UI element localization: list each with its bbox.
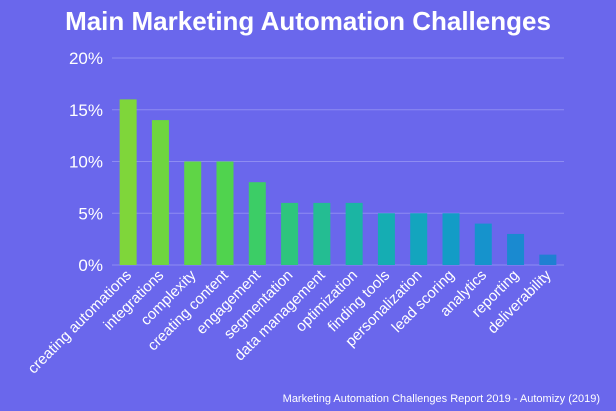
- bar: [507, 233, 525, 265]
- gridlines: [112, 57, 564, 266]
- bar: [248, 182, 266, 265]
- y-tick-label: 5%: [78, 204, 103, 223]
- bars: [119, 99, 557, 266]
- x-axis-labels: creating automationsintegrationscomplexi…: [24, 266, 555, 377]
- y-axis-ticks: 0% 5% 10% 15% 20%: [69, 49, 103, 275]
- bar: [377, 213, 395, 265]
- bar: [119, 99, 137, 266]
- bar: [216, 161, 234, 265]
- bar: [151, 120, 169, 265]
- y-tick-label: 0%: [78, 256, 103, 275]
- y-tick-label: 15%: [69, 101, 103, 120]
- y-tick-label: 10%: [69, 153, 103, 172]
- bar: [410, 213, 428, 265]
- source-note: Marketing Automation Challenges Report 2…: [283, 393, 600, 405]
- bar: [474, 223, 492, 265]
- bar: [442, 213, 460, 265]
- chart-title: Main Marketing Automation Challenges: [65, 6, 551, 36]
- bar: [313, 202, 331, 265]
- bar: [345, 202, 363, 265]
- bar: [539, 254, 557, 265]
- y-tick-label: 20%: [69, 49, 103, 68]
- bar: [281, 202, 299, 265]
- bar: [184, 161, 202, 265]
